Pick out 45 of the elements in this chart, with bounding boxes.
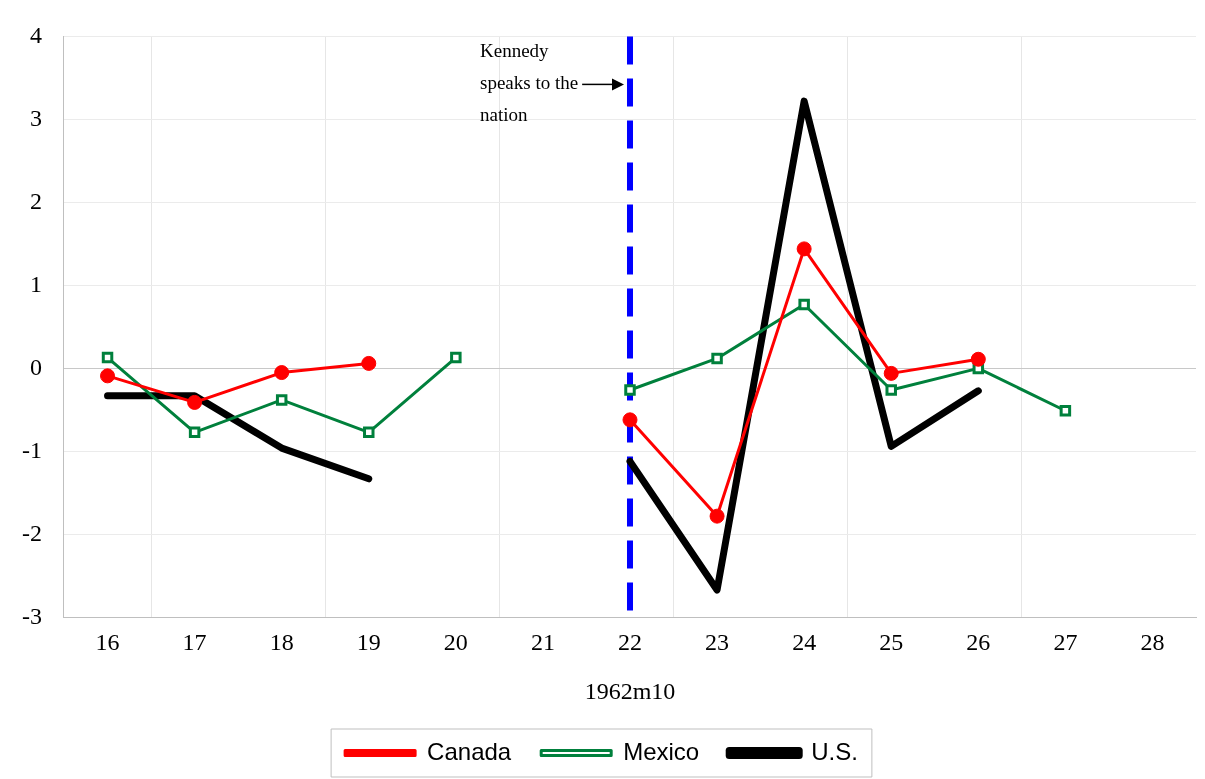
y-tick-label: -3 bbox=[21, 602, 42, 629]
x-tick-label: 19 bbox=[356, 629, 381, 656]
point bbox=[361, 355, 377, 371]
point bbox=[363, 426, 375, 439]
x-tick-label: 23 bbox=[705, 629, 730, 656]
x-tick-label: 21 bbox=[530, 629, 555, 656]
x-tick-label: 20 bbox=[443, 629, 468, 656]
legend-label: Canada bbox=[427, 737, 512, 765]
point bbox=[101, 351, 114, 364]
point bbox=[275, 394, 288, 406]
point bbox=[970, 351, 986, 367]
y-tick-label: 1 bbox=[29, 270, 42, 297]
point bbox=[100, 368, 116, 384]
y-tick-label: -1 bbox=[21, 436, 42, 463]
point bbox=[450, 351, 462, 364]
y-tick-label: 0 bbox=[29, 353, 42, 380]
ref-line-label: Kennedy speaks to the nation bbox=[480, 40, 579, 126]
y-tick-label: -2 bbox=[21, 519, 42, 546]
x-tick-label: 16 bbox=[95, 629, 120, 656]
x-tick-label: 22 bbox=[618, 629, 642, 656]
point bbox=[883, 365, 899, 381]
y-tick-label: 2 bbox=[29, 187, 42, 214]
point bbox=[885, 384, 897, 396]
point bbox=[711, 352, 723, 365]
x-tick-label: 18 bbox=[269, 629, 294, 656]
point bbox=[188, 426, 201, 439]
x-tick-label: 17 bbox=[182, 629, 207, 656]
point bbox=[1059, 404, 1072, 417]
point bbox=[798, 298, 810, 311]
y-tick-label: 4 bbox=[29, 21, 42, 48]
x-axis-title: 1962m10 bbox=[584, 677, 676, 704]
x-tick-label: 25 bbox=[879, 629, 904, 656]
point bbox=[622, 412, 638, 428]
point bbox=[274, 365, 290, 381]
point bbox=[796, 241, 812, 257]
x-tick-label: 27 bbox=[1053, 629, 1078, 656]
legend-label: U.S. bbox=[811, 737, 858, 765]
y-tick-label: 3 bbox=[29, 104, 42, 131]
x-tick-label: 26 bbox=[966, 629, 991, 656]
point bbox=[709, 508, 725, 524]
x-tick-label: 24 bbox=[792, 629, 817, 656]
x-tick-label: 28 bbox=[1140, 629, 1165, 656]
legend-label: Mexico bbox=[623, 737, 700, 765]
point bbox=[624, 384, 636, 396]
point bbox=[187, 394, 203, 410]
